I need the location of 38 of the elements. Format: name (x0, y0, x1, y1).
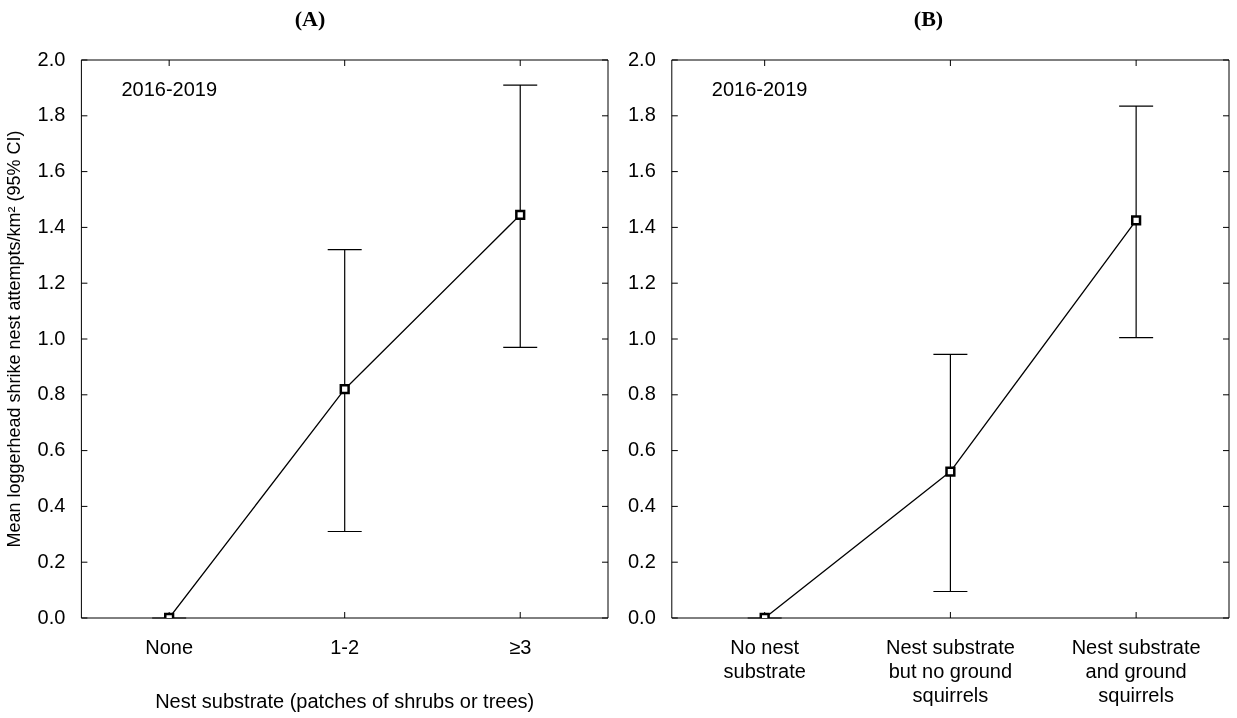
y-tick-label: 0.2 (627, 549, 656, 572)
x-tick-label: ≥3 (509, 635, 532, 658)
x-axis-title: Nest substrate (patches of shrubs or trees) (155, 689, 535, 712)
y-tick-label: 0.0 (37, 605, 66, 628)
y-tick-label: 1.8 (627, 103, 656, 126)
y-tick-label: 2.0 (37, 47, 66, 70)
x-tick-label: None (145, 635, 194, 658)
point (945, 466, 956, 477)
y-tick-label: 1.4 (627, 214, 656, 237)
y-tick-label: 0.2 (37, 549, 66, 572)
y-tick-label: 2.0 (627, 47, 656, 70)
y-tick-label: 1.2 (627, 270, 656, 293)
y-tick-label: 0.0 (627, 605, 656, 628)
y-tick-label: 0.4 (627, 493, 656, 516)
x-tick-label: Nest substrate and ground squirrels (1071, 635, 1201, 706)
y-tick-label: 0.4 (37, 493, 66, 516)
y-tick-label: 0.8 (37, 382, 66, 405)
y-tick-label: 1.2 (37, 270, 66, 293)
chart-title: (A) (293, 6, 327, 32)
y-tick-label: 1.6 (37, 159, 66, 182)
chart-title: (B) (912, 6, 945, 32)
point (339, 384, 350, 395)
y-tick-label: 1.0 (627, 326, 656, 349)
x-tick-label: Nest substrate but no ground squirrels (885, 635, 1015, 706)
point (1130, 215, 1142, 226)
annotation: 2016-2019 (711, 77, 808, 100)
annotation: 2016-2019 (121, 77, 218, 100)
y-tick-label: 0.6 (37, 438, 66, 461)
y-tick-label: 1.6 (627, 159, 656, 182)
x-tick-label: No nest substrate (723, 635, 806, 682)
y-tick-label: 0.6 (627, 438, 656, 461)
y-axis-title: Mean loggerhead shrike nest attempts/km² (95% CI) (3, 130, 24, 548)
x-tick-label: 1-2 (330, 635, 360, 658)
y-tick-label: 1.0 (37, 326, 66, 349)
y-tick-label: 1.8 (37, 103, 66, 126)
point (515, 209, 526, 220)
y-tick-label: 0.8 (627, 382, 656, 405)
y-tick-label: 1.4 (37, 214, 66, 237)
